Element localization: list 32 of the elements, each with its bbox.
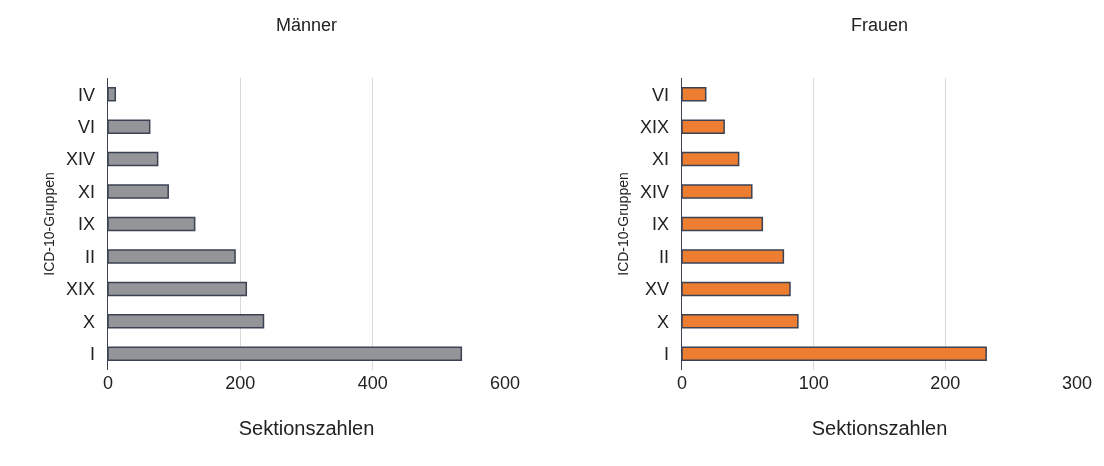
x-tick-label: 200 [225, 373, 256, 393]
x-tick-label: 0 [676, 373, 688, 393]
y-tick-label: II [658, 246, 669, 267]
y-tick-label: II [84, 246, 95, 267]
y-tick-label: XV [644, 279, 669, 300]
y-tick-label: XI [651, 149, 669, 170]
x-axis-title: Sektionszahlen [238, 416, 375, 439]
y-tick-label: IX [77, 214, 95, 235]
x-tick-label: 0 [102, 373, 114, 393]
y-tick-label: I [89, 344, 95, 365]
x-tick-label: 100 [798, 373, 829, 393]
y-tick-label: IX [651, 214, 669, 235]
y-tick-label: XIV [65, 149, 95, 170]
x-tick-label: 400 [357, 373, 388, 393]
y-tick-label: XIX [65, 279, 95, 300]
y-tick-label: I [663, 344, 669, 365]
x-tick-label: 200 [930, 373, 961, 393]
y-axis-title: ICD-10-Gruppen [614, 172, 631, 276]
y-tick-label: X [82, 311, 95, 332]
y-axis-title: ICD-10-Gruppen [40, 172, 57, 276]
chart-title: Frauen [850, 15, 909, 36]
x-tick-label: 600 [489, 373, 521, 393]
chart-title: Männer [275, 15, 338, 36]
y-tick-label: X [656, 311, 669, 332]
y-tick-label: VI [77, 116, 95, 137]
x-axis-title: Sektionszahlen [811, 416, 948, 439]
y-tick-label: XIX [639, 116, 669, 137]
y-tick-label: XIV [639, 181, 669, 202]
y-tick-label: IV [77, 84, 95, 105]
x-tick-label: 300 [1061, 373, 1093, 393]
y-tick-label: VI [651, 84, 669, 105]
y-tick-label: XI [77, 181, 95, 202]
